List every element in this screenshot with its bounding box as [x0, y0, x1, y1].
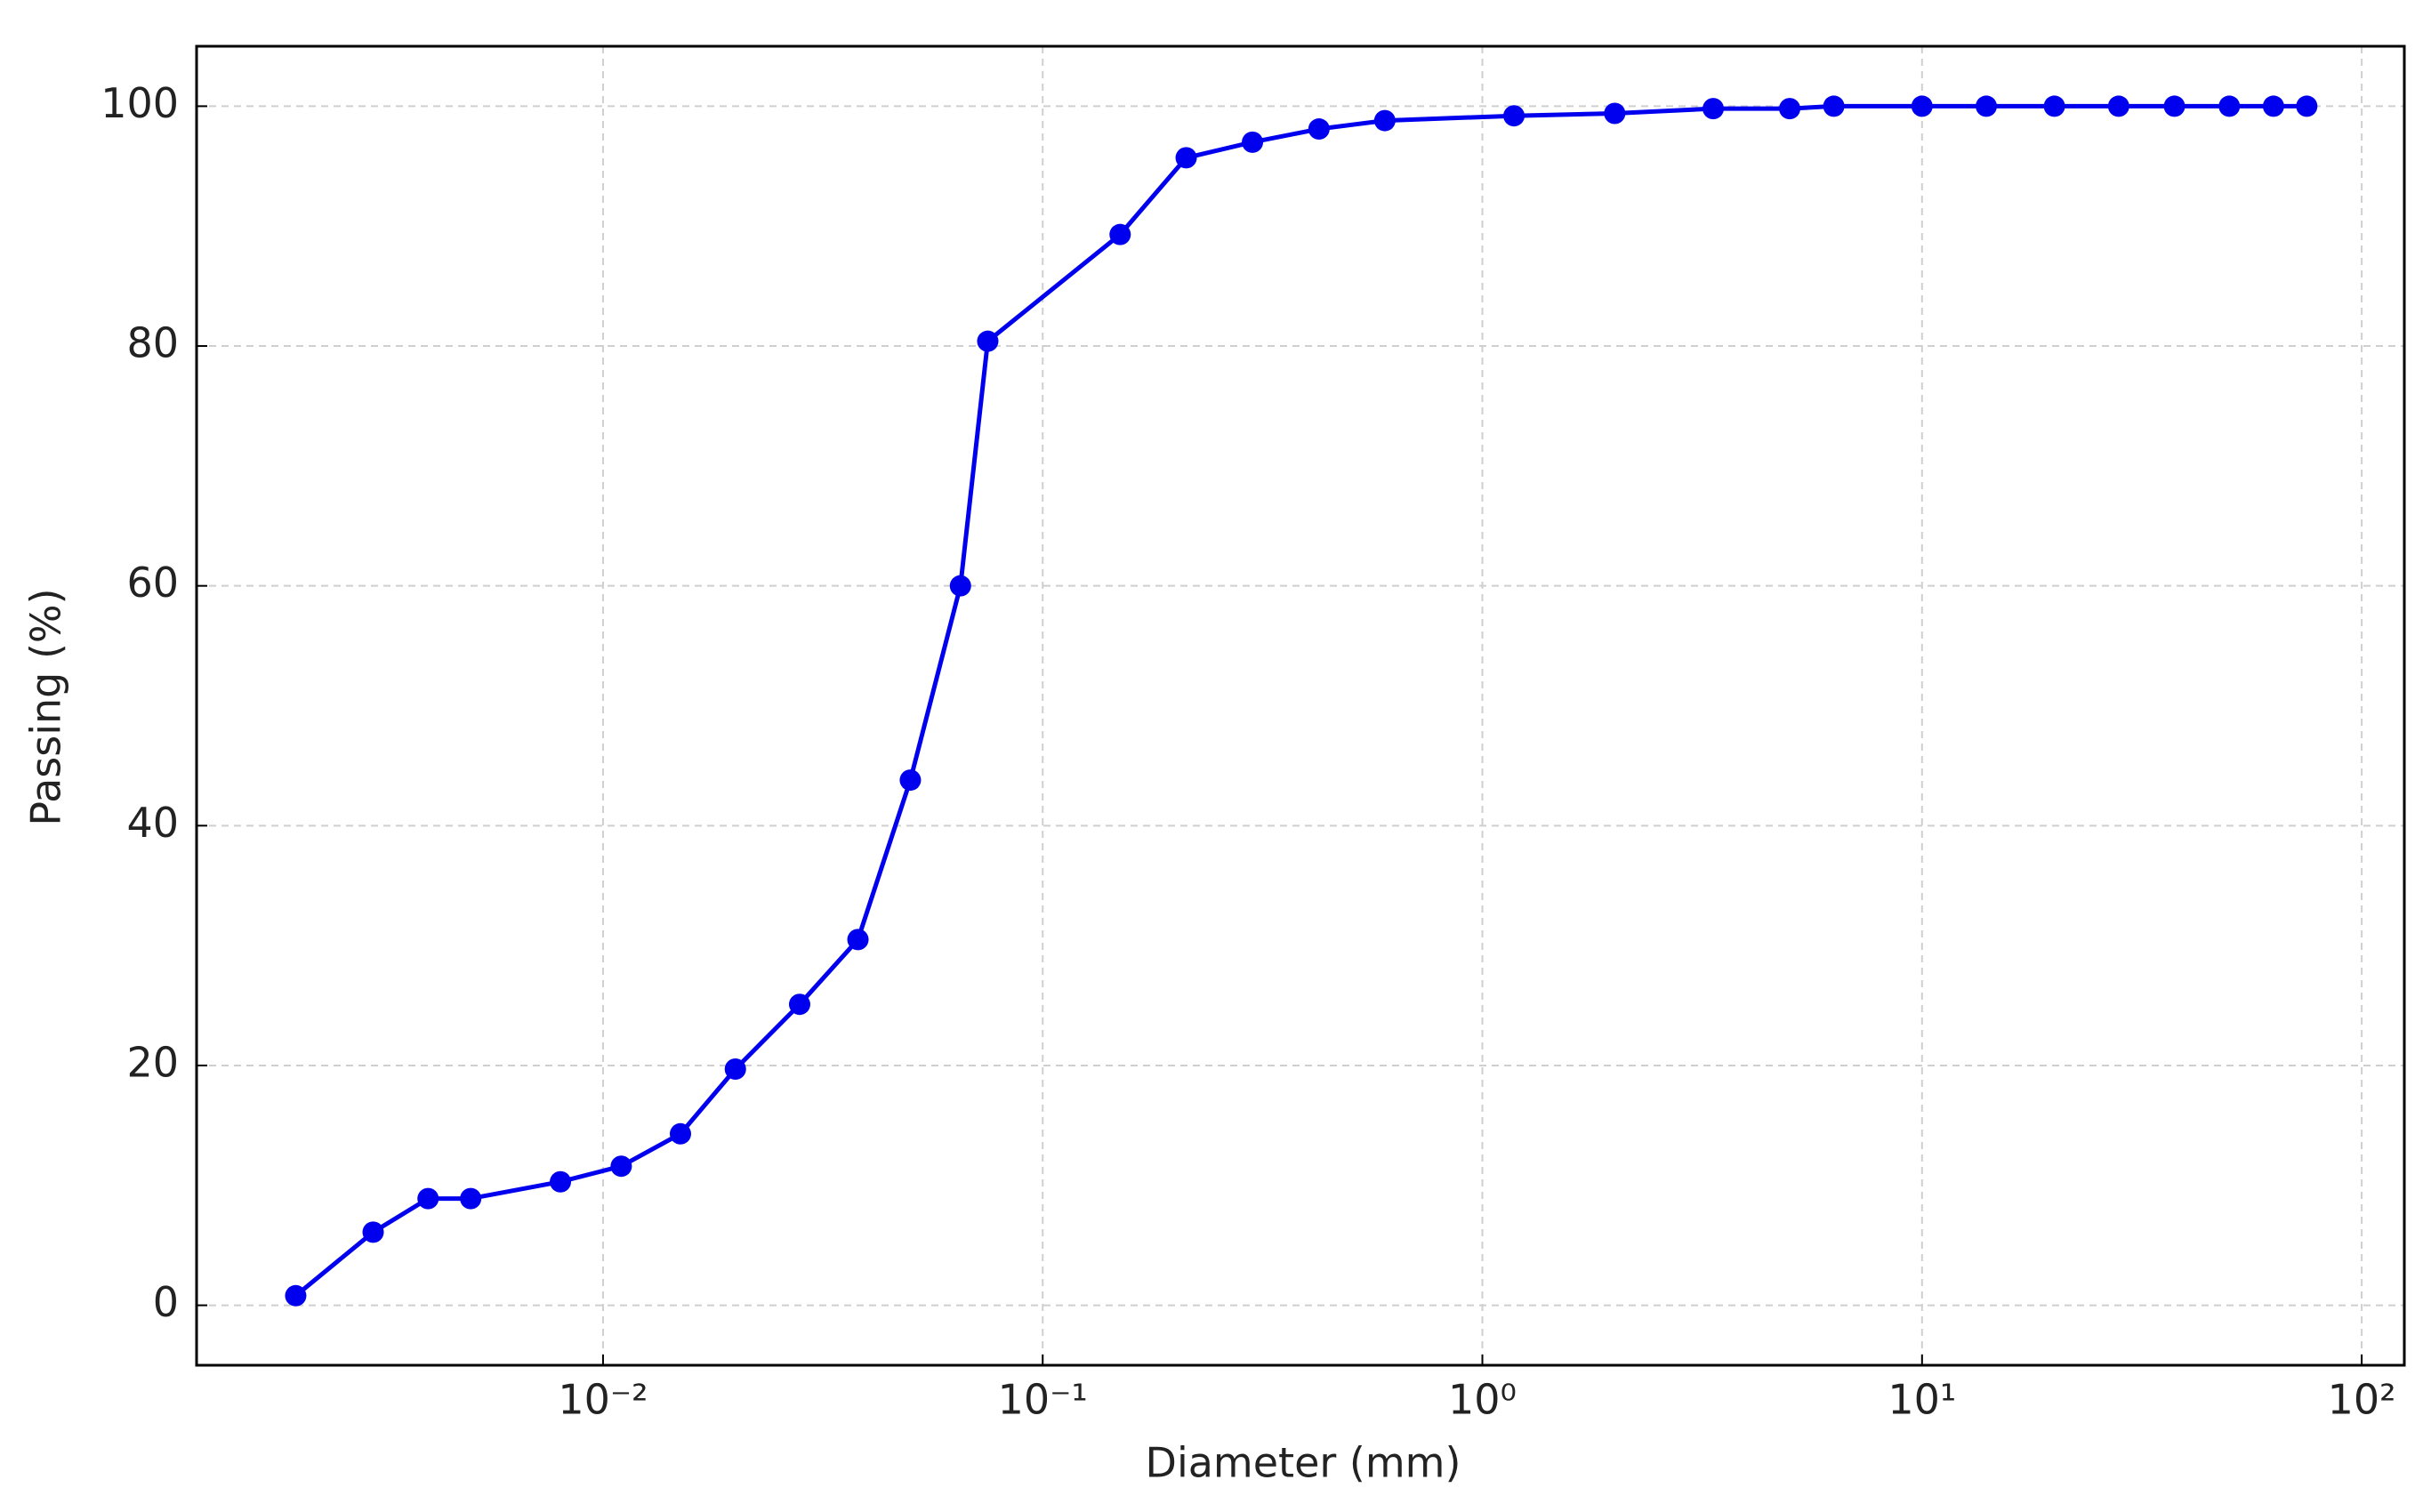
data-point — [1976, 95, 1998, 117]
data-point — [285, 1284, 307, 1307]
data-point — [949, 575, 971, 597]
y-tick-label: 100 — [101, 79, 179, 127]
data-point — [362, 1221, 384, 1243]
data-point — [1175, 147, 1197, 169]
y-tick-label: 20 — [126, 1038, 179, 1086]
data-point — [1373, 109, 1396, 132]
data-point — [2262, 95, 2284, 117]
data-point — [550, 1170, 572, 1193]
data-point — [2296, 95, 2318, 117]
data-point — [1703, 98, 1725, 120]
x-axis-label: Diameter (mm) — [1146, 1439, 1461, 1487]
x-tick-label: 10¹ — [1888, 1376, 1956, 1424]
y-tick-label: 40 — [126, 799, 179, 847]
y-axis-label: Passing (%) — [22, 588, 70, 825]
data-point — [1779, 98, 1801, 120]
data-point — [1242, 131, 1264, 153]
data-point — [2107, 95, 2129, 117]
data-point — [724, 1058, 746, 1080]
data-point — [610, 1155, 632, 1178]
data-point — [1308, 118, 1330, 141]
data-point — [788, 993, 810, 1016]
data-point — [2218, 95, 2241, 117]
y-tick-label: 80 — [126, 319, 179, 367]
data-point — [2163, 95, 2185, 117]
data-point — [1911, 95, 1933, 117]
x-tick-label: 10² — [2328, 1376, 2396, 1424]
y-tick-label: 0 — [153, 1278, 179, 1326]
x-tick-label: 10⁻² — [558, 1376, 648, 1424]
y-tick-label: 60 — [126, 559, 179, 607]
data-point — [460, 1187, 482, 1210]
plot-frame — [195, 44, 2406, 1367]
x-tick-label: 10⁻¹ — [998, 1376, 1088, 1424]
data-point — [669, 1122, 691, 1145]
data-point — [847, 929, 869, 951]
data-point — [977, 330, 999, 352]
data-point — [1604, 102, 1626, 125]
data-point — [2043, 95, 2065, 117]
data-point — [1823, 95, 1845, 117]
data-line — [294, 103, 2307, 1298]
data-point — [417, 1187, 439, 1210]
data-point — [1109, 223, 1131, 245]
data-point — [899, 769, 922, 792]
x-tick-label: 10⁰ — [1448, 1376, 1517, 1424]
data-point — [1503, 105, 1525, 127]
